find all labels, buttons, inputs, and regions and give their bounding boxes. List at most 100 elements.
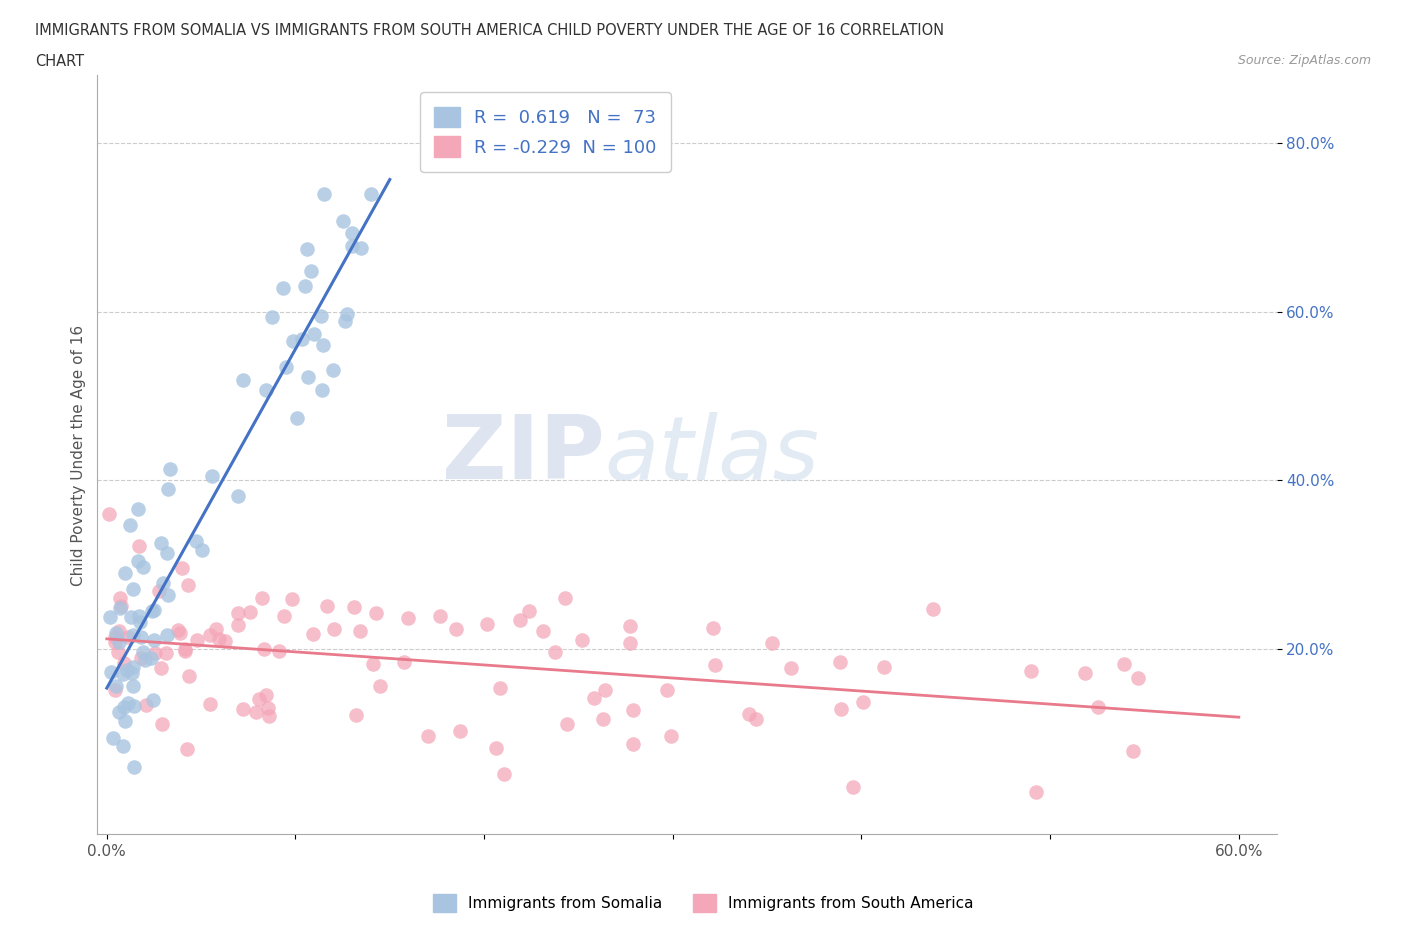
Point <box>108 705 131 720</box>
Text: Source: ZipAtlas.com: Source: ZipAtlas.com <box>1237 54 1371 67</box>
Point <box>745 711 768 726</box>
Point <box>779 660 801 675</box>
Point <box>131 630 153 644</box>
Point <box>190 543 212 558</box>
Point <box>141 604 163 618</box>
Point <box>554 591 576 605</box>
Point <box>281 591 304 606</box>
Point <box>184 533 207 548</box>
Point <box>156 545 179 560</box>
Point <box>583 690 606 705</box>
Point <box>281 334 304 349</box>
Point <box>571 632 593 647</box>
Point <box>828 655 851 670</box>
Point <box>186 633 208 648</box>
Point <box>299 263 322 278</box>
Point <box>105 626 128 641</box>
Legend: R =  0.619   N =  73, R = -0.229  N = 100: R = 0.619 N = 73, R = -0.229 N = 100 <box>420 92 671 172</box>
Point <box>112 656 135 671</box>
Point <box>177 578 200 592</box>
Point <box>98 610 121 625</box>
Point <box>852 695 875 710</box>
Point <box>702 620 724 635</box>
Point <box>143 645 166 660</box>
Point <box>122 659 145 674</box>
Point <box>201 469 224 484</box>
Point <box>101 731 124 746</box>
Point <box>1025 785 1047 800</box>
Point <box>247 691 270 706</box>
Point <box>492 766 515 781</box>
Point <box>131 650 153 665</box>
Point <box>509 613 531 628</box>
Point <box>143 603 166 618</box>
Point <box>141 650 163 665</box>
Point <box>257 700 280 715</box>
Point <box>485 740 508 755</box>
Point <box>131 644 153 659</box>
Point <box>394 655 416 670</box>
Point <box>657 683 679 698</box>
Point <box>343 599 366 614</box>
Text: atlas: atlas <box>605 412 820 498</box>
Point <box>477 617 499 631</box>
Point <box>148 584 170 599</box>
Point <box>122 760 145 775</box>
Point <box>117 630 139 644</box>
Point <box>208 631 231 646</box>
Point <box>122 698 145 713</box>
Point <box>544 644 567 659</box>
Point <box>150 535 173 550</box>
Point <box>830 701 852 716</box>
Point <box>226 606 249 621</box>
Point <box>156 628 179 643</box>
Point <box>134 652 156 667</box>
Point <box>1087 700 1109 715</box>
Point <box>198 697 221 711</box>
Point <box>429 608 451 623</box>
Point <box>155 645 177 660</box>
Point <box>316 599 339 614</box>
Point <box>174 644 197 658</box>
Point <box>340 239 363 254</box>
Point <box>176 741 198 756</box>
Point <box>226 488 249 503</box>
Point <box>127 553 149 568</box>
Point <box>1112 656 1135 671</box>
Point <box>592 711 614 726</box>
Point <box>370 679 392 694</box>
Point <box>619 635 641 650</box>
Point <box>297 369 319 384</box>
Point <box>621 737 644 751</box>
Point <box>322 363 344 378</box>
Point <box>111 667 134 682</box>
Point <box>100 665 122 680</box>
Point <box>761 635 783 650</box>
Point <box>361 657 384 671</box>
Point <box>110 598 132 613</box>
Point <box>150 717 173 732</box>
Text: CHART: CHART <box>35 54 84 69</box>
Point <box>517 604 540 618</box>
Point <box>128 615 150 630</box>
Point <box>333 313 356 328</box>
Point <box>271 280 294 295</box>
Point <box>104 630 127 644</box>
Point <box>704 658 727 672</box>
Point <box>593 683 616 698</box>
Point <box>159 462 181 477</box>
Point <box>444 622 467 637</box>
Point <box>121 666 143 681</box>
Point <box>396 611 419 626</box>
Point <box>128 538 150 553</box>
Point <box>254 382 277 397</box>
Point <box>322 621 344 636</box>
Point <box>1074 665 1097 680</box>
Point <box>336 306 359 321</box>
Point <box>128 608 150 623</box>
Point <box>226 618 249 632</box>
Point <box>114 699 136 714</box>
Point <box>142 632 165 647</box>
Point <box>269 644 291 658</box>
Legend: Immigrants from Somalia, Immigrants from South America: Immigrants from Somalia, Immigrants from… <box>426 888 980 918</box>
